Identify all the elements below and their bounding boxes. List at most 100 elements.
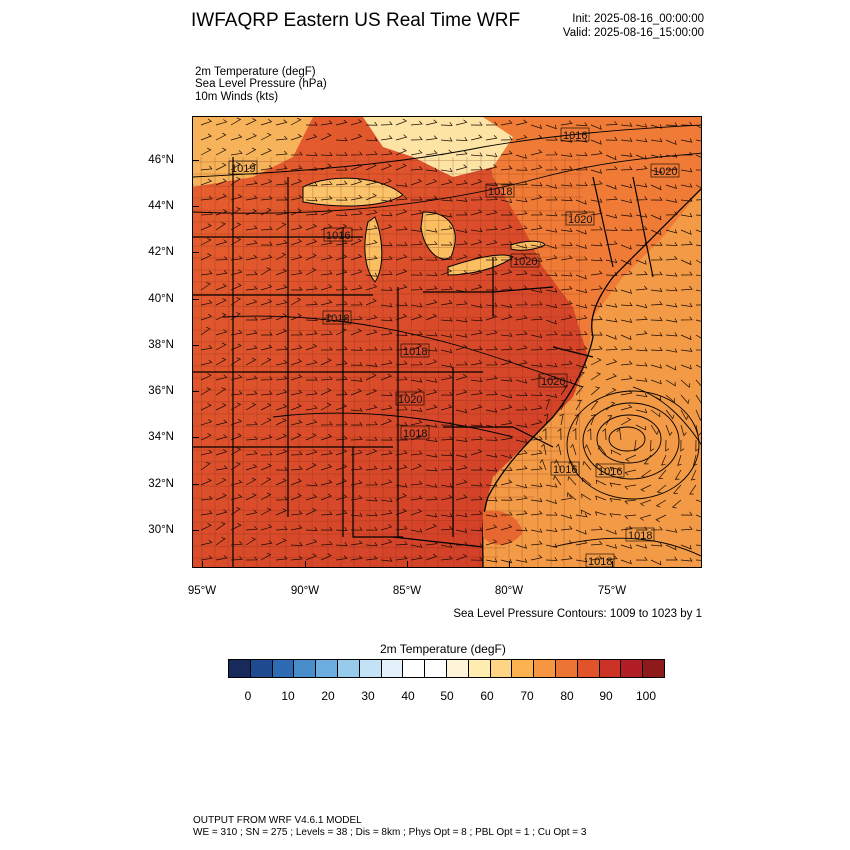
colorbar-swatch	[272, 660, 295, 677]
colorbar-label: 80	[560, 689, 574, 703]
pressure-label: 1016	[595, 463, 625, 478]
colorbar-label: 10	[281, 689, 295, 703]
lat-label-42: 42°N	[148, 246, 174, 258]
colorbar-swatch	[403, 660, 426, 677]
svg-text:1016: 1016	[598, 466, 622, 478]
colorbar-label: 100	[635, 689, 657, 703]
valid-time: Valid: 2025-08-16_15:00:00	[562, 27, 704, 39]
colorbar-swatch	[534, 660, 556, 677]
lat-label-34: 34°N	[148, 431, 174, 443]
lat-tick	[192, 391, 199, 392]
colorbar-swatch	[577, 660, 600, 677]
lat-tick	[192, 345, 199, 346]
colorbar-title: 2m Temperature (degF)	[380, 642, 506, 656]
colorbar-label: 60	[480, 689, 494, 703]
svg-text:1018: 1018	[488, 186, 512, 198]
pressure-label: 1016	[550, 461, 580, 476]
footer-settings: WE = 310 ; SN = 275 ; Levels = 38 ; Dis …	[193, 827, 587, 838]
svg-text:1016: 1016	[553, 464, 577, 476]
lat-tick	[192, 484, 199, 485]
svg-text:1019: 1019	[231, 163, 255, 175]
lat-label-30: 30°N	[148, 524, 174, 536]
pressure-label: 1020	[650, 163, 680, 178]
colorbar-swatch	[337, 660, 360, 677]
init-time: Init: 2025-08-16_00:00:00	[572, 13, 704, 25]
field-winds: 10m Winds (kts)	[195, 91, 279, 103]
colorbar-swatch	[446, 660, 469, 677]
svg-text:1018: 1018	[403, 428, 427, 440]
lon-label-85: 85°W	[392, 585, 422, 597]
svg-text:1018: 1018	[628, 530, 652, 542]
map-title: IWFAQRP Eastern US Real Time WRF	[191, 10, 521, 31]
colorbar-swatch	[359, 660, 382, 677]
lon-tick	[305, 561, 306, 568]
pressure-label: 1018	[322, 310, 352, 325]
warm-ocean-patch	[483, 510, 523, 545]
contour-note: Sea Level Pressure Contours: 1009 to 102…	[453, 608, 702, 620]
cool-north-region	[363, 117, 513, 177]
northeast-region	[483, 117, 701, 357]
lat-tick	[192, 252, 199, 253]
lon-label-90: 90°W	[290, 585, 320, 597]
colorbar-swatch	[381, 660, 404, 677]
colorbar-label: 0	[244, 689, 252, 703]
pressure-label: 1020	[395, 391, 425, 406]
pressure-contours	[193, 124, 701, 557]
pressure-label: 1020	[565, 211, 595, 226]
colorbar-label: 30	[361, 689, 375, 703]
colorbar-swatch	[229, 660, 251, 677]
lon-label-95: 95°W	[187, 585, 217, 597]
lat-label-44: 44°N	[148, 200, 174, 212]
lat-tick	[192, 437, 199, 438]
weather-map: 1016 1019 1018 1020 1016 1020 1018 1020 1018 1020…	[192, 116, 702, 568]
cool-northwest-region	[193, 117, 313, 187]
lat-tick	[192, 160, 199, 161]
lat-tick	[192, 206, 199, 207]
colorbar-swatch	[425, 660, 447, 677]
lat-tick	[192, 299, 199, 300]
lon-tick	[612, 561, 613, 568]
colorbar-swatch	[512, 660, 535, 677]
svg-text:1020: 1020	[398, 394, 422, 406]
colorbar-swatch	[599, 660, 622, 677]
pressure-label: 1020	[510, 253, 540, 268]
lat-label-46: 46°N	[148, 154, 174, 166]
field-pressure: Sea Level Pressure (hPa)	[195, 78, 327, 90]
lat-label-32: 32°N	[148, 478, 174, 490]
svg-text:1018: 1018	[403, 346, 427, 358]
svg-text:1016: 1016	[563, 130, 587, 142]
pressure-label: 1018	[625, 527, 655, 542]
colorbar-swatch	[250, 660, 273, 677]
lon-tick	[509, 561, 510, 568]
colorbar-label: 90	[599, 689, 613, 703]
pressure-label: 1018	[400, 343, 430, 358]
field-temperature: 2m Temperature (degF)	[195, 66, 316, 78]
footer-model: OUTPUT FROM WRF V4.6.1 MODEL	[193, 815, 362, 826]
colorbar	[228, 659, 665, 678]
colorbar-swatch	[555, 660, 578, 677]
lon-tick	[407, 561, 408, 568]
pressure-label: 1018	[485, 183, 515, 198]
coastline	[482, 188, 701, 567]
lat-label-38: 38°N	[148, 339, 174, 351]
state-boundaries	[193, 157, 654, 567]
lat-label-40: 40°N	[148, 293, 174, 305]
weather-map-canvas: 1016 1019 1018 1020 1016 1020 1018 1020 1018 1020…	[193, 117, 701, 567]
colorbar-label: 40	[401, 689, 415, 703]
colorbar-label: 20	[321, 689, 335, 703]
pressure-label: 1019	[228, 160, 258, 175]
svg-text:1020: 1020	[653, 166, 677, 178]
colorbar-swatch	[621, 660, 644, 677]
colorbar-label: 70	[520, 689, 534, 703]
svg-text:1016: 1016	[326, 230, 350, 242]
lon-tick	[202, 561, 203, 568]
svg-text:1020: 1020	[568, 214, 592, 226]
lat-tick	[192, 530, 199, 531]
pressure-label: 1018	[400, 425, 430, 440]
colorbar-swatch	[316, 660, 338, 677]
colorbar-swatch	[490, 660, 513, 677]
pressure-label: 1016	[560, 127, 590, 142]
county-lines	[193, 156, 584, 567]
lon-label-80: 80°W	[494, 585, 524, 597]
pressure-labels: 1016 1019 1018 1020 1016 1020 1018 1020 1018 1020…	[228, 127, 680, 567]
